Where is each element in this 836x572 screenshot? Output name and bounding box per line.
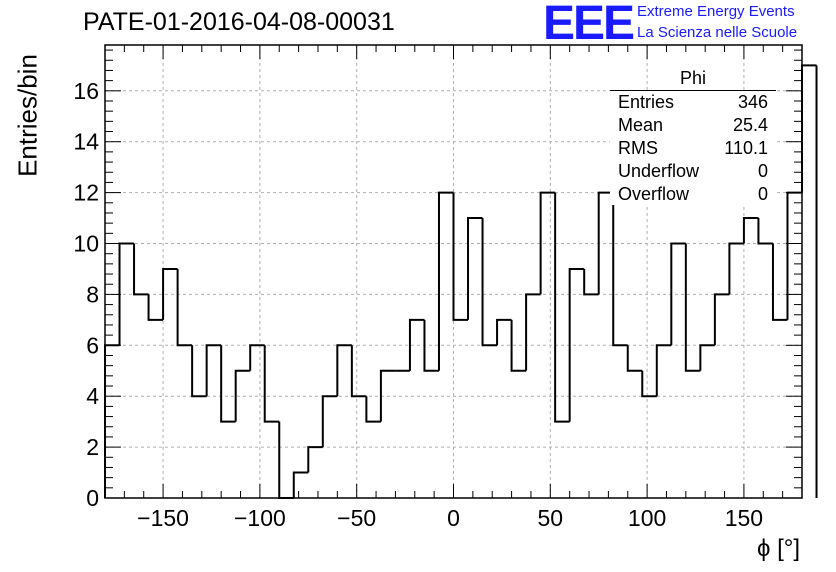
histogram-bin [379,369,396,422]
histogram-bin [699,344,715,371]
histogram-bin [162,267,178,320]
y-tick-label: 16 [73,78,99,104]
histogram-bin [191,345,207,398]
histogram-bin [423,319,439,372]
histogram-bin [350,345,367,398]
y-tick-label: 0 [86,485,99,511]
histogram-bin [133,243,149,296]
stats-row: Underflow 0 [618,161,768,184]
stats-row: RMS 110.1 [618,138,768,161]
histogram-bin [655,344,672,397]
histogram-bin [336,344,352,397]
plot-title: PATE-01-2016-04-08-00031 [83,8,395,36]
histogram-bin [554,192,570,423]
histogram-bin [365,396,381,423]
histogram-bin [278,421,294,499]
histogram-bin [292,471,309,498]
stats-row: Entries 346 [618,92,768,115]
stats-value: 346 [737,92,768,112]
histogram-bin [205,344,222,397]
histogram-bin [510,319,527,372]
histogram-bin [684,243,701,372]
histogram-bin [786,191,802,320]
stats-key: Mean [618,115,664,135]
x-tick-label: −150 [137,505,189,531]
histogram-bin [597,191,614,295]
axis-ticks [105,45,802,498]
stats-key: Entries [618,92,675,112]
x-axis-label: ϕ [°] [756,535,800,562]
histogram-bin [234,369,251,422]
stats-row: Overflow 0 [618,184,768,207]
eee-logo: EEE [543,0,635,50]
histogram-bin [583,268,599,296]
histogram-bin [321,395,338,448]
x-tick-label: −100 [234,505,286,531]
x-tick-label: 0 [447,505,460,531]
stats-key: Underflow [618,161,700,181]
y-axis-label: Entries/bin [12,54,43,177]
histogram-bin [176,268,193,347]
histogram-bin [670,242,686,346]
stats-value: 0 [757,184,768,204]
y-tick-label: 8 [86,281,99,307]
x-tick-label: −50 [337,505,376,531]
histogram-bin [249,344,265,371]
histogram-bin [220,345,236,423]
histogram-bin [467,217,483,320]
histogram-bin [525,293,541,371]
histogram-bin [612,192,628,347]
histogram-bin [104,344,120,498]
histogram-bin [263,345,280,423]
histogram-bin [801,64,817,193]
logo-line-1: Extreme Energy Events [637,3,795,20]
histogram-bin [757,218,773,245]
histogram-bin [713,293,730,346]
histogram-bin [539,191,556,295]
histogram-bin [771,243,788,321]
stats-box: Phi Entries 346 Mean 25.4 RMS 110.1 Unde… [610,68,776,207]
x-tick-label: 50 [538,505,564,531]
histogram-bin [147,294,164,321]
y-tick-label: 14 [73,129,99,155]
stats-value: 0 [757,161,768,181]
y-tick-label: 2 [86,434,99,460]
histogram-bin [626,345,643,372]
histogram-bin [437,191,454,371]
y-tick-label: 12 [73,180,99,206]
histogram-bin [641,370,657,398]
histogram-bin [481,218,498,347]
stats-key: Overflow [618,184,690,204]
histogram-bin [568,267,585,422]
x-tick-labels: −150 −100 −50 0 50 100 150 [137,505,763,531]
stats-name: Phi [679,68,706,88]
histogram-bin [496,318,512,346]
logo-line-2: La Scienza nelle Scuole [637,24,798,41]
histogram-bin [307,446,323,473]
histogram-bin [408,318,425,371]
stats-divider [610,90,776,91]
y-tick-label: 10 [73,231,99,257]
y-tick-label: 6 [86,332,99,358]
histogram-bin [742,217,759,244]
x-tick-label: 100 [628,505,666,531]
y-tick-labels: 0 2 4 6 8 10 12 14 16 [73,78,99,511]
histogram-bin [728,242,744,295]
histogram-bin [452,192,469,321]
stats-value: 110.1 [724,138,768,158]
histogram-bars [104,64,818,499]
stats-row: Mean 25.4 [618,115,768,138]
x-tick-label: 150 [725,505,763,531]
stats-value: 25.4 [732,115,768,135]
y-tick-label: 4 [86,383,99,409]
stats-key: RMS [618,138,658,158]
